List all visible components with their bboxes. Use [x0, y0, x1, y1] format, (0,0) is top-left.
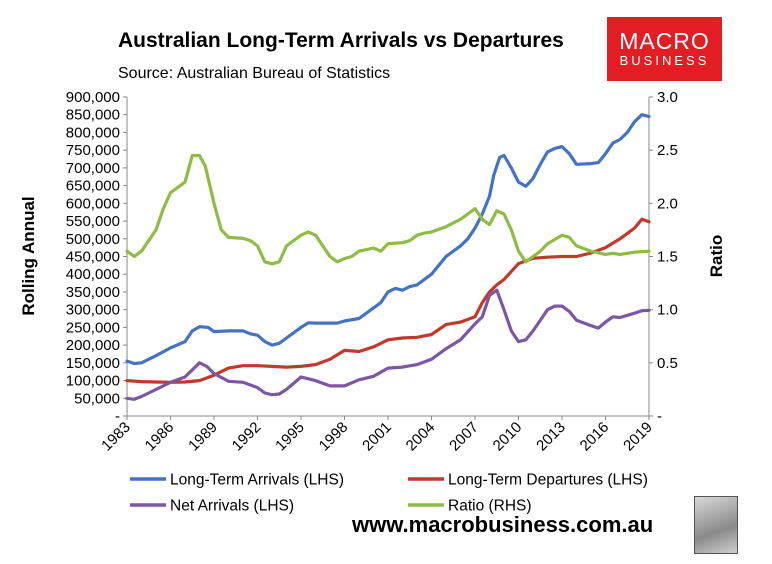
- series-line-0: [125, 113, 651, 366]
- y-tick-label-left: 850,000: [66, 107, 120, 124]
- y-tick-label-left: 900,000: [66, 89, 120, 106]
- legend-label-3: Ratio (RHS): [448, 498, 532, 515]
- y-tick-label-left: 150,000: [66, 355, 120, 372]
- y-tick-label-left: 400,000: [66, 266, 120, 283]
- logo-main-text: MACRO: [619, 28, 710, 54]
- x-tick-label: 1986: [142, 419, 178, 455]
- x-tick-label: 2004: [403, 419, 439, 455]
- y-axis-label-right: Ratio: [707, 235, 726, 278]
- x-tick-label: 2016: [577, 419, 613, 455]
- y-axis-label-left: Rolling Annual: [19, 196, 38, 315]
- x-tick-label: 2013: [533, 419, 569, 455]
- y-tick-label-left: 300,000: [66, 302, 120, 319]
- y-tick-label-left: 100,000: [66, 373, 120, 390]
- y-tick-label-right: 0.5: [657, 355, 678, 372]
- y-tick-label-left: 650,000: [66, 178, 120, 195]
- chart-title: Australian Long-Term Arrivals vs Departu…: [118, 29, 564, 52]
- x-tick-label: 2007: [446, 419, 482, 455]
- x-tick-label: 2010: [490, 419, 526, 455]
- wolf-logo-icon: [694, 496, 738, 554]
- x-tick-label: 1995: [272, 419, 308, 455]
- legend-label-1: Long-Term Departures (LHS): [448, 472, 648, 489]
- y-tick-label-left: -: [115, 408, 120, 425]
- y-tick-label-left: 450,000: [66, 249, 120, 266]
- y-tick-label-left: 750,000: [66, 142, 120, 159]
- x-tick-label: 2001: [359, 419, 395, 455]
- x-tick-label: 2019: [620, 419, 656, 455]
- y-tick-label-left: 500,000: [66, 231, 120, 248]
- y-tick-label-left: 800,000: [66, 124, 120, 141]
- x-tick-label: 1983: [98, 419, 134, 455]
- legend-label-0: Long-Term Arrivals (LHS): [170, 472, 344, 489]
- y-tick-label-right: 2.0: [657, 195, 678, 212]
- y-tick-label-right: 1.0: [657, 302, 678, 319]
- legend: Long-Term Arrivals (LHS) Long-Term Depart…: [130, 472, 648, 515]
- website-url: www.macrobusiness.com.au: [352, 512, 654, 537]
- series-line-3: [125, 153, 651, 266]
- macrobusiness-logo: MACRO BUSINESS: [607, 17, 722, 81]
- y-tick-label-right: 2.5: [657, 142, 678, 159]
- series-line-1: [125, 217, 651, 384]
- y-tick-label-left: 550,000: [66, 213, 120, 230]
- series-line-2: [125, 288, 651, 401]
- plot-axes: [123, 96, 653, 420]
- y-tick-label-left: 50,000: [74, 390, 120, 407]
- chart-subtitle: Source: Australian Bureau of Statistics: [118, 65, 390, 82]
- y-tick-label-right: -: [657, 408, 662, 425]
- x-tick-label: 1989: [185, 419, 221, 455]
- y-tick-label-left: 200,000: [66, 337, 120, 354]
- y-tick-label-right: 1.5: [657, 249, 678, 266]
- logo-sub-text: BUSINESS: [619, 53, 710, 68]
- y-tick-label-right: 3.0: [657, 89, 678, 106]
- legend-label-2: Net Arrivals (LHS): [170, 498, 294, 515]
- x-tick-label: 1992: [229, 419, 265, 455]
- x-tick-label: 1998: [316, 419, 352, 455]
- y-tick-label-left: 700,000: [66, 160, 120, 177]
- y-tick-label-left: 600,000: [66, 195, 120, 212]
- y-tick-label-left: 350,000: [66, 284, 120, 301]
- y-tick-label-left: 250,000: [66, 319, 120, 336]
- plot-series: [125, 113, 651, 401]
- tick-labels: -50,000100,000150,000200,000250,000300,0…: [66, 89, 678, 454]
